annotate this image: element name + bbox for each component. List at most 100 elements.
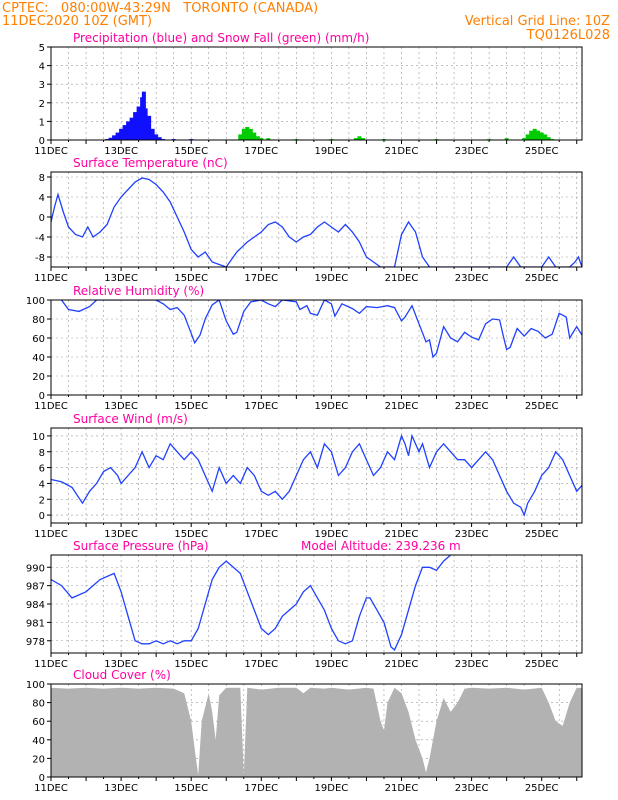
x-tick-label: 25DEC xyxy=(525,783,559,794)
x-tick-label: 19DEC xyxy=(315,659,349,670)
y-tick-label: 2 xyxy=(39,495,45,506)
plot-area xyxy=(51,177,582,267)
y-tick-label: -4 xyxy=(35,233,45,244)
x-tick-label: 11DEC xyxy=(34,401,68,412)
y-tick-label: 20 xyxy=(32,754,45,765)
x-tick-label: 23DEC xyxy=(455,146,489,157)
y-tick-label: 5 xyxy=(39,43,45,54)
x-tick-label: 21DEC xyxy=(385,273,419,284)
panel-3: 0 2 4 6 8 10 11DEC 13DEC 15DEC 17DEC 19DEC 21DEC 23D… xyxy=(32,412,583,540)
y-tick-label: 20 xyxy=(32,372,45,383)
x-tick-label: 21DEC xyxy=(385,659,419,670)
precip-bar xyxy=(143,108,148,140)
x-tick-label: 21DEC xyxy=(385,146,419,157)
panel-title: Surface Temperature (nC) xyxy=(73,156,228,170)
precip-bar xyxy=(147,115,152,140)
y-tick-label: 100 xyxy=(26,680,45,691)
y-tick-label: 8 xyxy=(39,448,45,459)
snow-bar xyxy=(255,136,260,140)
precip-bar xyxy=(150,128,155,140)
x-tick-label: 15DEC xyxy=(174,273,208,284)
x-tick-label: 13DEC xyxy=(104,529,138,540)
panel-5: 0 20 40 60 80 100 11DEC 13DEC 15DEC 17DEC 19DEC 21D… xyxy=(26,668,583,794)
snow-bar xyxy=(522,138,527,140)
plot-area xyxy=(60,300,582,359)
panel-title: Cloud Cover (%) xyxy=(73,668,171,682)
precip-bar xyxy=(126,121,131,140)
x-tick-label: 11DEC xyxy=(34,529,68,540)
x-tick-label: 25DEC xyxy=(525,401,559,412)
x-tick-label: 13DEC xyxy=(104,659,138,670)
snow-bar xyxy=(543,134,548,140)
panel-frame xyxy=(50,554,583,654)
precip-bar xyxy=(157,137,162,140)
x-tick-label: 21DEC xyxy=(385,401,419,412)
panel-frame xyxy=(50,427,583,524)
y-tick-label: 0 xyxy=(39,773,45,784)
precip-bar xyxy=(154,134,159,140)
panel-1: -8 -4 0 4 8 11DEC 13DEC 15DEC 17DEC 19DEC 21DEC 23D… xyxy=(34,156,583,284)
snow-bar xyxy=(259,138,264,140)
y-tick-label: 40 xyxy=(32,736,45,747)
x-tick-label: 11DEC xyxy=(34,659,68,670)
y-tick-label: 8 xyxy=(39,173,45,184)
y-tick-label: -8 xyxy=(35,253,45,264)
snow-bar xyxy=(360,138,365,140)
y-tick-label: 4 xyxy=(39,62,45,73)
x-tick-label: 15DEC xyxy=(174,783,208,794)
y-tick-label: 0 xyxy=(39,391,45,402)
snow-bar xyxy=(241,128,246,140)
x-tick-label: 13DEC xyxy=(104,401,138,412)
y-tick-label: 1 xyxy=(39,117,45,128)
snow-bar xyxy=(536,130,541,140)
vertical-grid-note: Vertical Grid Line: 10Z xyxy=(464,14,610,29)
cloud-cover-area xyxy=(51,687,582,777)
snow-bar xyxy=(539,132,544,140)
series-line xyxy=(60,300,582,359)
x-tick-label: 23DEC xyxy=(455,529,489,540)
x-tick-label: 11DEC xyxy=(34,273,68,284)
x-tick-label: 11DEC xyxy=(34,146,68,157)
y-tick-label: 3 xyxy=(39,80,45,91)
model-id: TQ0126L028 xyxy=(526,28,610,43)
x-tick-label: 25DEC xyxy=(525,659,559,670)
x-tick-label: 15DEC xyxy=(174,401,208,412)
snow-bar xyxy=(266,138,271,140)
precip-bar xyxy=(119,128,124,140)
y-tick-label: 2 xyxy=(39,99,45,110)
x-tick-label: 23DEC xyxy=(455,273,489,284)
precip-bar xyxy=(133,112,138,140)
panel-2: 0 20 40 60 80 100 11DEC 13DEC 15DEC 17DEC 19DEC 21D… xyxy=(26,284,583,412)
x-tick-label: 17DEC xyxy=(244,273,278,284)
x-tick-label: 17DEC xyxy=(244,659,278,670)
x-tick-label: 13DEC xyxy=(104,783,138,794)
x-tick-label: 17DEC xyxy=(244,401,278,412)
y-tick-label: 100 xyxy=(26,296,45,307)
snow-bar xyxy=(252,132,257,140)
y-tick-label: 4 xyxy=(39,193,45,204)
y-tick-label: 0 xyxy=(39,136,45,147)
x-tick-label: 19DEC xyxy=(315,783,349,794)
y-tick-label: 981 xyxy=(26,618,45,629)
y-tick-label: 4 xyxy=(39,479,45,490)
y-tick-label: 990 xyxy=(26,563,45,574)
forecast-date: 11DEC2020 10Z (GMT) xyxy=(2,14,153,29)
panel-0: 0 1 2 3 4 5 11DEC 13DEC 15DEC 17DEC 19DEC 21DEC 23DE… xyxy=(34,31,583,157)
x-tick-label: 19DEC xyxy=(315,401,349,412)
x-tick-label: 19DEC xyxy=(315,529,349,540)
x-tick-label: 17DEC xyxy=(244,146,278,157)
snow-bar xyxy=(504,138,509,140)
x-tick-label: 17DEC xyxy=(244,783,278,794)
snow-bar xyxy=(248,128,253,140)
y-tick-label: 978 xyxy=(26,637,45,648)
x-tick-label: 21DEC xyxy=(385,783,419,794)
precip-bar xyxy=(108,137,113,140)
panel-title: Relative Humidity (%) xyxy=(73,284,204,298)
panel-frame xyxy=(50,46,583,141)
panel-frame xyxy=(50,171,583,268)
precip-bar xyxy=(115,132,120,140)
precip-bar xyxy=(112,135,117,140)
panel-frame xyxy=(50,299,583,396)
snow-bar xyxy=(357,136,362,140)
